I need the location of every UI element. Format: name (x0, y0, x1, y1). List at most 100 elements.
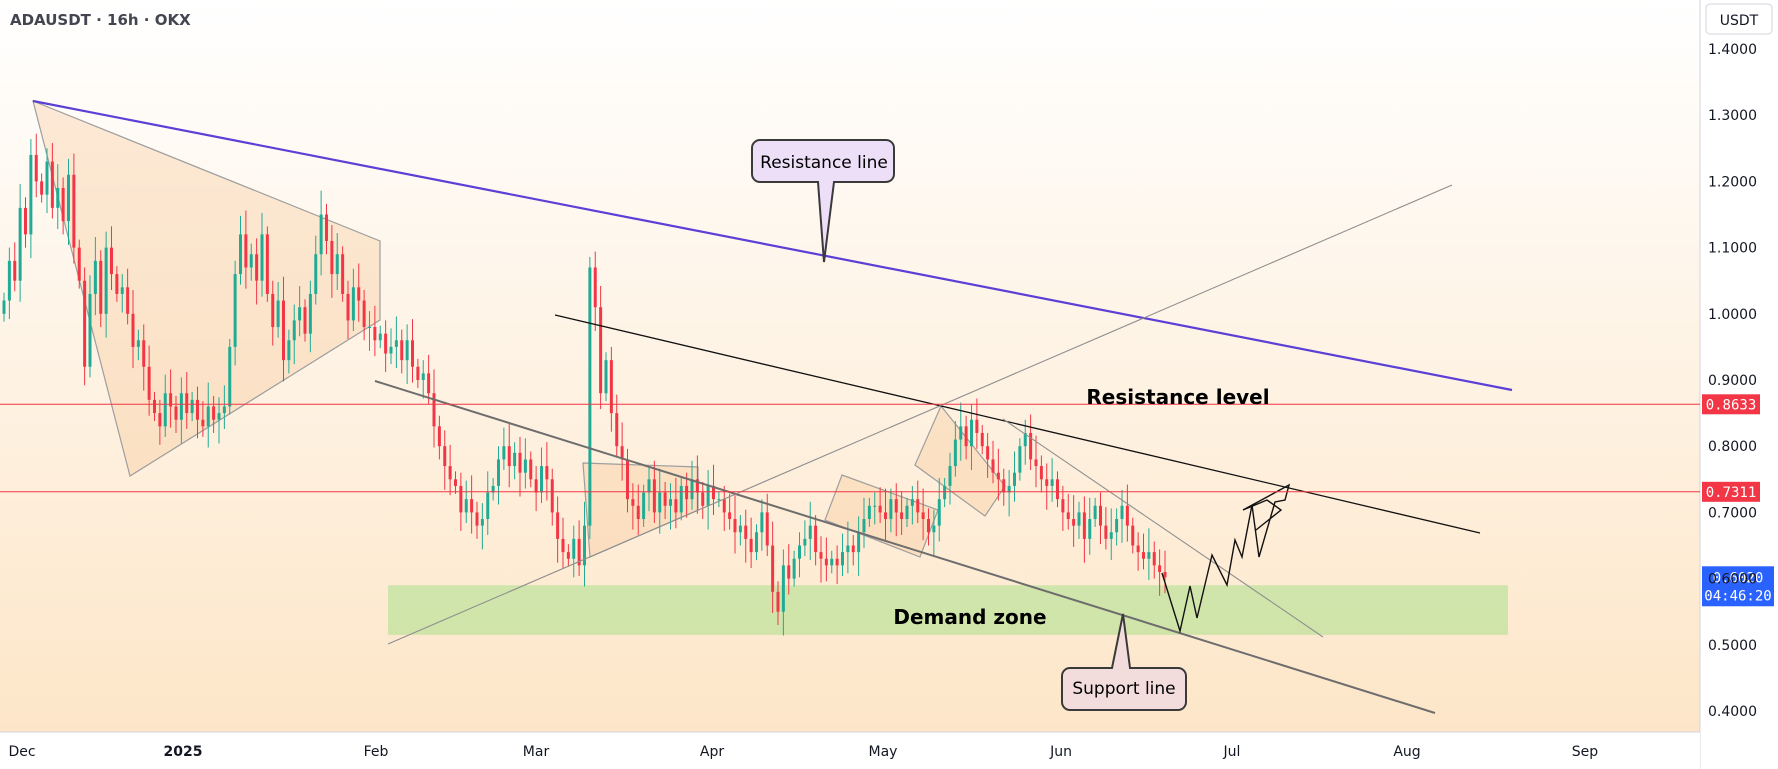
candle-body (550, 479, 554, 513)
y-tick-label: 0.4000 (1708, 704, 1757, 720)
candle-body (932, 525, 936, 533)
candle-body (975, 419, 979, 433)
candle-body (1136, 545, 1140, 553)
candle-body (131, 313, 135, 347)
candle-body (878, 505, 882, 513)
candle-body (405, 340, 409, 361)
candle-body (561, 538, 565, 553)
candle-body (830, 558, 834, 566)
candle-body (459, 485, 463, 513)
candle-body (760, 512, 764, 533)
candle-body (330, 240, 334, 275)
candle-body (642, 492, 646, 520)
candle-body (566, 552, 570, 559)
candle-body (1158, 565, 1162, 572)
candle-body (486, 492, 490, 520)
candle-body (67, 174, 70, 222)
candle-body (905, 505, 909, 520)
candle-body (1131, 525, 1135, 546)
y-tick-label: 1.0000 (1708, 307, 1757, 323)
candle-body (470, 499, 474, 513)
y-tick-label: 0.9000 (1708, 373, 1757, 389)
candle-body (13, 260, 17, 281)
candle-body (427, 373, 431, 394)
pattern-shapes (32, 99, 1006, 558)
candle-body (126, 287, 130, 314)
candle-body (260, 234, 264, 281)
candle-body (45, 161, 49, 195)
candle-body (104, 247, 108, 314)
candle-body (556, 512, 560, 539)
candle-body (518, 452, 522, 473)
candle-body (722, 499, 726, 513)
candle-body (583, 525, 586, 566)
candle-body (1088, 519, 1092, 539)
candle-body (1072, 519, 1076, 526)
candle-body (862, 519, 866, 533)
candle-body (894, 499, 898, 513)
candle-body (819, 552, 823, 559)
candle-body (631, 499, 635, 506)
candle-body (534, 479, 538, 493)
candle-body (792, 558, 796, 579)
candle-body (1034, 459, 1038, 467)
candle-body (282, 300, 285, 361)
support-callout-box (1061, 613, 1187, 711)
candle-body (824, 558, 828, 566)
unit-label[interactable]: USDT (1720, 13, 1759, 29)
candle-body (1077, 512, 1081, 526)
candle-body (2, 300, 6, 314)
candle-body (163, 393, 167, 427)
last-price-badge (1702, 566, 1774, 607)
candle-body (185, 393, 189, 414)
candle-body (814, 525, 818, 553)
candle-body (153, 399, 156, 414)
time-scale-background (0, 732, 1700, 769)
candle-body (540, 466, 543, 493)
candle-body (454, 479, 457, 486)
candle-body (884, 512, 887, 520)
price-level-badge (1702, 481, 1760, 502)
price-level-label: 0.7311 (1706, 485, 1757, 501)
candle-body (34, 154, 38, 182)
support-line (374, 380, 1436, 714)
candle-body (303, 307, 307, 334)
countdown-label: 04:46:20 (1704, 588, 1771, 604)
x-tick-label: Jul (1223, 744, 1241, 760)
y-tick-label: 0.8000 (1708, 439, 1757, 455)
candle-body (663, 492, 667, 506)
candle-body (29, 154, 33, 235)
unit-badge[interactable] (1705, 3, 1773, 35)
price-scale-background (1700, 0, 1778, 769)
candle-body (93, 260, 97, 294)
candle-body (239, 234, 242, 275)
candle-body (980, 432, 984, 447)
candle-body (319, 214, 323, 255)
candle-body (421, 373, 425, 380)
candle-body (964, 426, 968, 447)
candle-body (599, 307, 603, 394)
candle-body (142, 340, 146, 367)
candle-body (120, 287, 124, 294)
candle-body (1018, 446, 1022, 473)
candle-body (1002, 479, 1006, 493)
candle-body (873, 505, 877, 507)
candle-body (255, 254, 259, 281)
candle-body (18, 207, 22, 281)
last-price-label: 0.6020 (1713, 570, 1764, 586)
candle-body (491, 485, 495, 493)
candle-body (1013, 472, 1016, 486)
axis-ticks-group: 1.4000 1.3000 1.2000 1.1000 1.0000 0.9000 0.80… (8, 42, 1757, 760)
demand-zone-rect (388, 585, 1508, 635)
candle-body (497, 459, 500, 486)
candle-body (798, 545, 801, 559)
x-tick-label: Aug (1393, 744, 1420, 760)
x-tick-label: 2025 (164, 744, 203, 760)
x-tick-label: Mar (523, 744, 550, 760)
candles-group (2, 133, 1167, 636)
candle-body (110, 247, 113, 275)
candle-body (1104, 525, 1108, 539)
candle-body (389, 346, 393, 354)
